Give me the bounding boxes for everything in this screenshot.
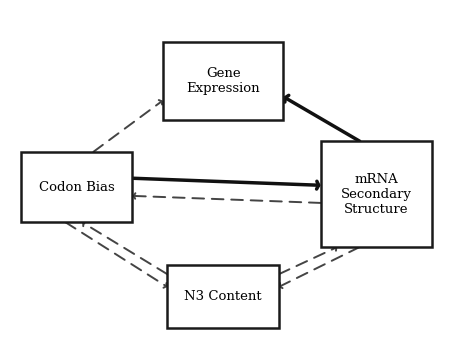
Bar: [320, 141, 432, 247]
Text: N3 Content: N3 Content: [184, 290, 262, 303]
Bar: [163, 42, 283, 120]
Text: Codon Bias: Codon Bias: [39, 181, 115, 194]
Bar: [21, 152, 132, 222]
Text: mRNA
Secondary
Structure: mRNA Secondary Structure: [341, 172, 412, 216]
Bar: [167, 265, 279, 328]
Text: Gene
Expression: Gene Expression: [186, 67, 260, 95]
